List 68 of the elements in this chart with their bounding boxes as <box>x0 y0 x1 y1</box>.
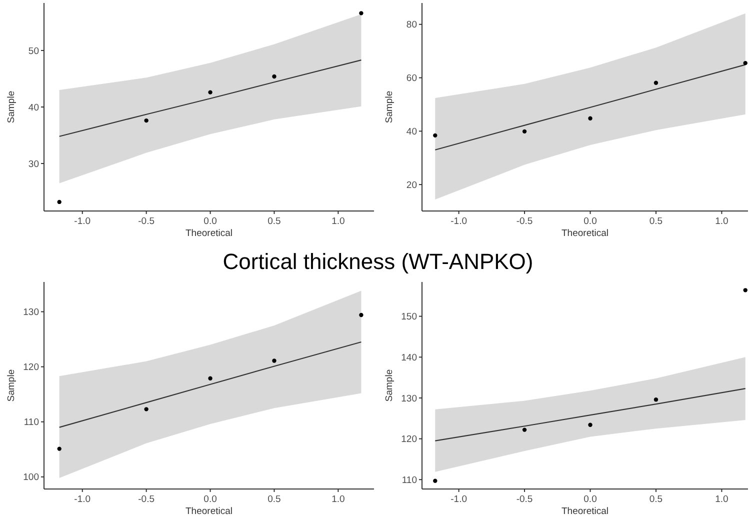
line-series <box>58 341 362 428</box>
y-tick-label: 140 <box>401 352 417 364</box>
y-axis-title: Sample <box>384 90 395 124</box>
x-tick-label: 1.0 <box>715 494 728 505</box>
x-tick-label: 0.0 <box>584 216 597 227</box>
point <box>522 428 527 432</box>
x-tick-label: 0.5 <box>268 494 281 505</box>
x-axis-title: Theoretical <box>562 228 608 239</box>
point <box>359 11 364 16</box>
y-axis-title: Sample <box>6 90 17 124</box>
line-series <box>434 388 746 442</box>
y-tick-label: 130 <box>23 307 39 318</box>
y-tick-label: 30 <box>28 158 39 170</box>
x-tick-label: -0.5 <box>138 494 155 505</box>
x-tick-label: -0.5 <box>138 216 155 227</box>
point <box>272 74 276 79</box>
point <box>208 90 212 94</box>
point <box>433 133 438 138</box>
x-tick-label: -1.0 <box>74 494 91 505</box>
point <box>654 397 658 402</box>
x-tick-label: -1.0 <box>74 216 91 227</box>
point <box>208 376 212 380</box>
x-tick-label: -0.5 <box>516 494 533 505</box>
y-tick-label: 120 <box>23 362 39 374</box>
chart-title: Cortical thickness (WT-ANPKO) <box>222 249 534 274</box>
x-tick-label: 0.5 <box>649 216 663 227</box>
x-tick-label: 1.0 <box>332 216 345 227</box>
y-tick-label: 60 <box>406 73 417 84</box>
y-axis-title: Sample <box>384 369 395 402</box>
x-tick-label: 0.5 <box>649 494 663 505</box>
point <box>588 422 592 427</box>
x-axis-title: Theoretical <box>186 506 232 517</box>
line-series <box>58 60 362 137</box>
x-tick-label: -1.0 <box>450 216 467 227</box>
x-axis-title: Theoretical <box>562 506 608 517</box>
y-tick-label: 20 <box>406 180 417 191</box>
y-tick-label: 50 <box>28 46 39 57</box>
x-axis-title: Theoretical <box>186 228 232 239</box>
x-tick-label: 0.5 <box>268 216 281 227</box>
point <box>359 312 364 318</box>
x-tick-label: -0.5 <box>516 216 533 227</box>
x-tick-label: 0.0 <box>584 494 597 505</box>
y-tick-label: 100 <box>23 472 39 484</box>
point <box>588 116 592 120</box>
y-tick-label: 80 <box>406 20 417 31</box>
y-tick-label: 110 <box>24 417 39 428</box>
x-tick-label: 0.0 <box>204 494 217 505</box>
y-tick-label: 150 <box>401 312 417 323</box>
point <box>743 288 748 292</box>
point <box>654 80 658 85</box>
x-tick-label: -1.0 <box>450 494 467 505</box>
y-tick-label: 40 <box>406 126 417 138</box>
point <box>743 60 748 66</box>
y-tick-label: 40 <box>28 102 39 114</box>
x-tick-label: 1.0 <box>715 216 728 227</box>
point <box>57 446 62 451</box>
x-tick-label: 1.0 <box>332 494 345 505</box>
y-tick-label: 120 <box>401 434 417 446</box>
point <box>522 129 527 134</box>
y-tick-label: 130 <box>401 393 417 404</box>
point <box>433 478 438 483</box>
point <box>144 118 148 123</box>
y-tick-label: 110 <box>402 474 417 486</box>
point <box>272 358 276 363</box>
y-axis-title: Sample <box>6 369 17 402</box>
x-tick-label: 0.0 <box>204 216 217 227</box>
point <box>57 200 62 204</box>
point <box>144 407 148 412</box>
